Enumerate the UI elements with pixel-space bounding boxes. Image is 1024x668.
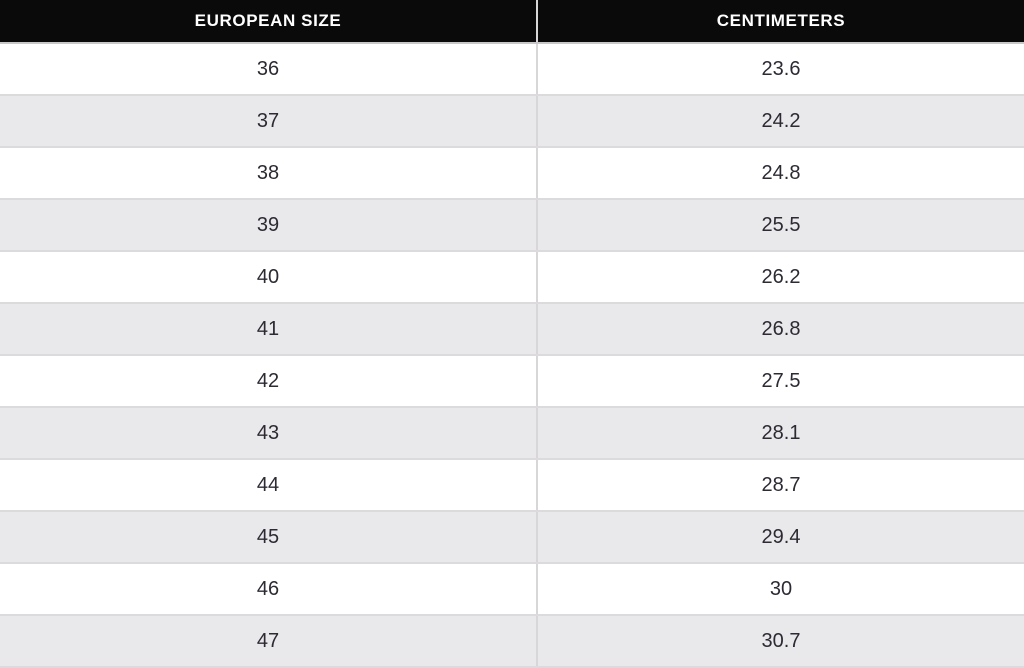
- cell-centimeters: 29.4: [536, 511, 1024, 564]
- table-row: 46 30: [0, 563, 1024, 616]
- cell-centimeters: 24.8: [536, 147, 1024, 200]
- table-row: 41 26.8: [0, 303, 1024, 356]
- table-row: 36 23.6: [0, 43, 1024, 96]
- cell-centimeters: 26.8: [536, 303, 1024, 356]
- table-row: 37 24.2: [0, 95, 1024, 148]
- cell-european-size: 41: [0, 303, 537, 356]
- cell-centimeters: 30: [536, 563, 1024, 616]
- column-header-centimeters: CENTIMETERS: [536, 0, 1024, 44]
- cell-european-size: 44: [0, 459, 537, 512]
- cell-centimeters: 27.5: [536, 355, 1024, 408]
- table-row: 39 25.5: [0, 199, 1024, 252]
- cell-centimeters: 23.6: [536, 43, 1024, 96]
- table-row: 43 28.1: [0, 407, 1024, 460]
- cell-centimeters: 28.1: [536, 407, 1024, 460]
- table-row: 42 27.5: [0, 355, 1024, 408]
- table-header-row: EUROPEAN SIZE CENTIMETERS: [0, 0, 1024, 44]
- cell-european-size: 47: [0, 615, 537, 668]
- table-row: 44 28.7: [0, 459, 1024, 512]
- cell-european-size: 42: [0, 355, 537, 408]
- cell-centimeters: 30.7: [536, 615, 1024, 668]
- cell-european-size: 37: [0, 95, 537, 148]
- cell-centimeters: 28.7: [536, 459, 1024, 512]
- cell-european-size: 45: [0, 511, 537, 564]
- cell-european-size: 36: [0, 43, 537, 96]
- table-row: 47 30.7: [0, 615, 1024, 668]
- cell-european-size: 38: [0, 147, 537, 200]
- column-header-european-size: EUROPEAN SIZE: [0, 0, 537, 44]
- cell-centimeters: 24.2: [536, 95, 1024, 148]
- cell-european-size: 39: [0, 199, 537, 252]
- cell-european-size: 43: [0, 407, 537, 460]
- table-row: 40 26.2: [0, 251, 1024, 304]
- cell-european-size: 40: [0, 251, 537, 304]
- table-row: 45 29.4: [0, 511, 1024, 564]
- cell-centimeters: 25.5: [536, 199, 1024, 252]
- cell-centimeters: 26.2: [536, 251, 1024, 304]
- cell-european-size: 46: [0, 563, 537, 616]
- table-row: 38 24.8: [0, 147, 1024, 200]
